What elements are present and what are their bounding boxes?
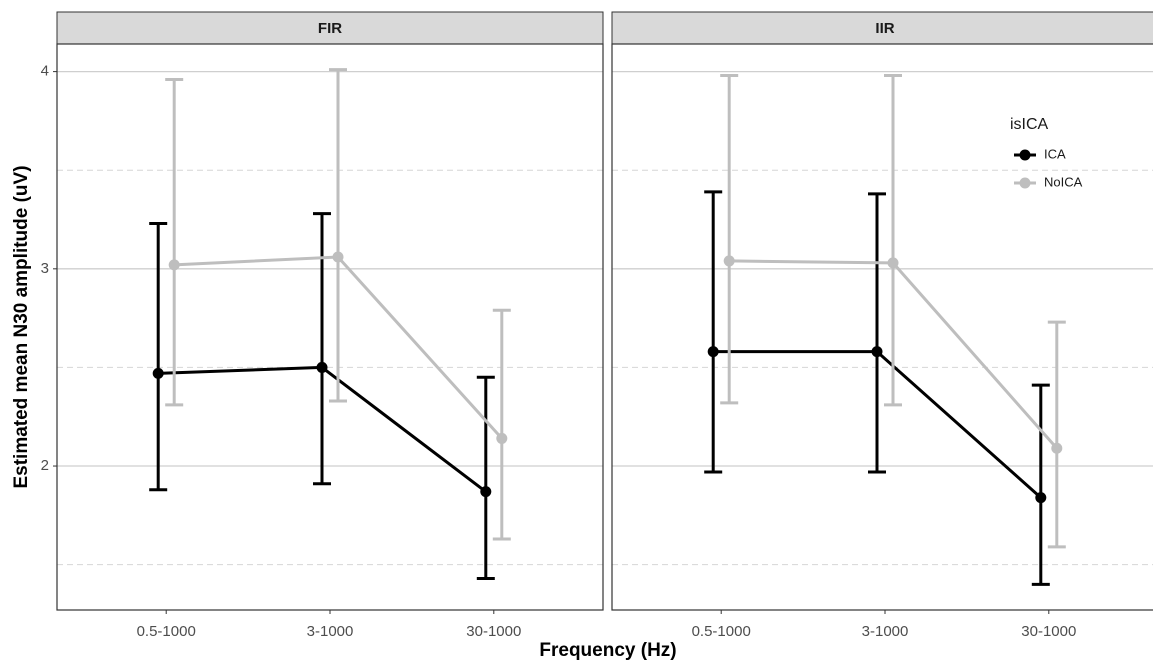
x-tick-label: 3-1000 xyxy=(307,623,354,640)
point xyxy=(168,259,180,271)
point xyxy=(152,367,164,379)
strip xyxy=(611,11,1153,45)
strip xyxy=(56,11,604,45)
point xyxy=(316,361,328,373)
legend-point xyxy=(1019,177,1031,189)
y-axis-title: Estimated mean N30 amplitude (uV) xyxy=(11,165,32,488)
panel-border xyxy=(56,43,604,611)
x-tick-label: 0.5-1000 xyxy=(692,623,751,640)
point xyxy=(1035,492,1047,504)
x-axis-title: Frequency (Hz) xyxy=(539,640,676,661)
x-tick-label: 30-1000 xyxy=(1021,623,1076,640)
y-tick-label: 4 xyxy=(41,63,49,80)
point xyxy=(1051,442,1063,454)
point xyxy=(887,257,899,269)
point xyxy=(496,432,508,444)
strip-title: IIR xyxy=(875,20,894,37)
x-tick-label: 3-1000 xyxy=(862,623,909,640)
legend-label: NoICA xyxy=(1044,174,1083,189)
legend-point xyxy=(1019,149,1031,161)
point xyxy=(332,251,344,263)
panel-border xyxy=(611,43,1153,611)
point xyxy=(480,486,492,498)
legend-label: ICA xyxy=(1044,146,1066,161)
legend-title: isICA xyxy=(1010,116,1049,133)
y-tick-label: 3 xyxy=(41,260,49,277)
y-tick-label: 2 xyxy=(41,457,49,474)
strip-title: FIR xyxy=(318,20,342,37)
point xyxy=(871,346,883,358)
point xyxy=(723,255,735,267)
x-tick-label: 30-1000 xyxy=(466,623,521,640)
point xyxy=(707,346,719,358)
x-tick-label: 0.5-1000 xyxy=(137,623,196,640)
